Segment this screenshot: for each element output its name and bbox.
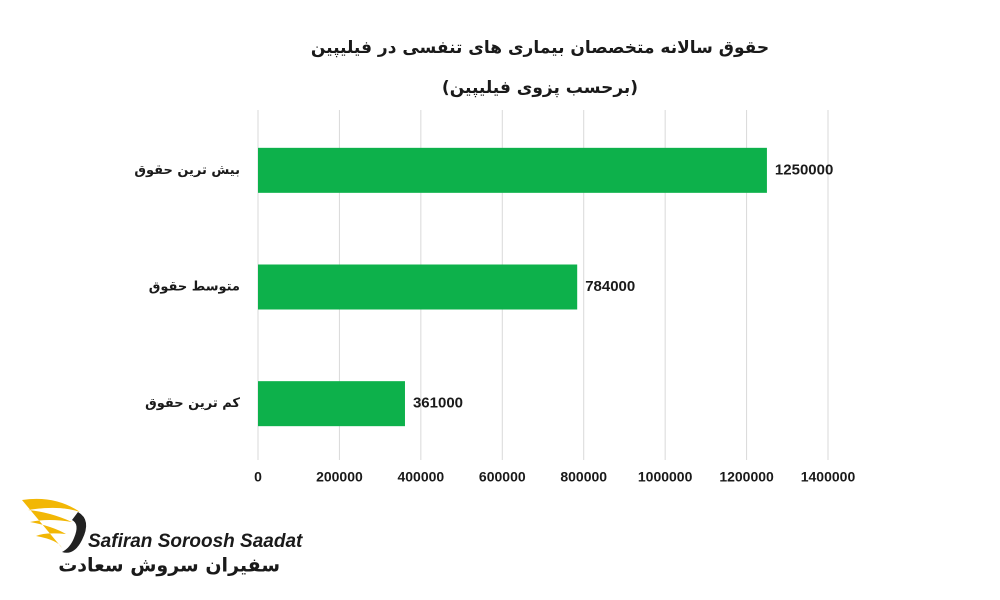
- y-tick-label: کم ترین حقوق: [145, 396, 240, 411]
- logo-swan: [62, 512, 87, 553]
- x-tick-label: 1400000: [801, 469, 856, 485]
- x-tick-label: 600000: [479, 469, 526, 485]
- logo: Safiran Soroosh Saadat سفیران سروش سعادت: [22, 498, 303, 577]
- logo-text-en: Safiran Soroosh Saadat: [88, 531, 303, 552]
- y-tick-label: متوسط حقوق: [149, 280, 240, 295]
- logo-wing: [22, 498, 80, 548]
- data-label: 784000: [585, 278, 635, 295]
- x-tick-label: 800000: [560, 469, 607, 485]
- x-tick-label: 0: [254, 469, 262, 485]
- chart-title: حقوق سالانه متخصصان بیماری های تنفسی در …: [311, 38, 769, 58]
- x-tick-label: 200000: [316, 469, 363, 485]
- logo-text-fa: سفیران سروش سعادت: [58, 555, 280, 577]
- bar: [258, 381, 405, 427]
- x-tick-label: 400000: [397, 469, 444, 485]
- y-tick-label: بیش ترین حقوق: [134, 163, 240, 178]
- bar: [258, 264, 578, 310]
- data-label: 1250000: [775, 161, 833, 178]
- bar: [258, 147, 767, 193]
- data-label: 361000: [413, 395, 463, 412]
- x-tick-label: 1200000: [719, 469, 774, 485]
- chart-subtitle: (برحسب پزوی فیلیپین): [442, 78, 638, 98]
- x-tick-label: 1000000: [638, 469, 693, 485]
